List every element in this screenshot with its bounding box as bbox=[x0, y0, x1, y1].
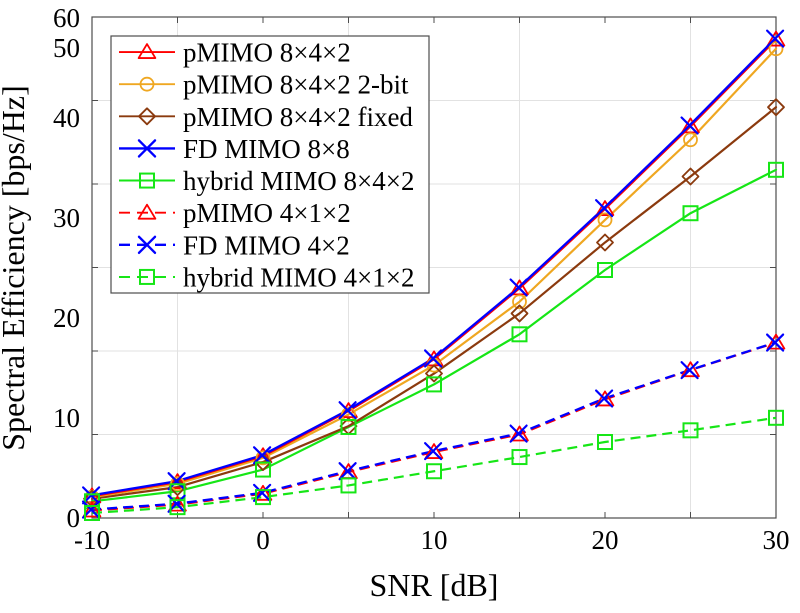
svg-text:SNR [dB]: SNR [dB] bbox=[370, 567, 499, 603]
svg-text:10: 10 bbox=[53, 403, 80, 433]
svg-text:0: 0 bbox=[256, 525, 270, 555]
svg-text:50: 50 bbox=[53, 33, 80, 63]
svg-text:FD MIMO 8×8: FD MIMO 8×8 bbox=[183, 134, 350, 164]
svg-text:hybrid MIMO 4×1×2: hybrid MIMO 4×1×2 bbox=[183, 262, 414, 292]
svg-text:20: 20 bbox=[53, 303, 80, 333]
svg-text:pMIMO 4×1×2: pMIMO 4×1×2 bbox=[183, 198, 351, 228]
svg-text:hybrid MIMO 8×4×2: hybrid MIMO 8×4×2 bbox=[183, 166, 414, 196]
svg-text:Spectral Efficiency [bps/Hz]: Spectral Efficiency [bps/Hz] bbox=[0, 85, 31, 450]
svg-text:FD MIMO 4×2: FD MIMO 4×2 bbox=[183, 230, 350, 260]
svg-text:20: 20 bbox=[592, 525, 619, 555]
svg-text:pMIMO 8×4×2: pMIMO 8×4×2 bbox=[183, 38, 351, 68]
svg-text:60: 60 bbox=[53, 3, 80, 33]
svg-text:pMIMO 8×4×2 fixed: pMIMO 8×4×2 fixed bbox=[183, 102, 413, 132]
svg-text:10: 10 bbox=[421, 525, 448, 555]
svg-text:40: 40 bbox=[53, 103, 80, 133]
svg-text:0: 0 bbox=[67, 503, 81, 533]
svg-text:pMIMO 8×4×2 2-bit: pMIMO 8×4×2 2-bit bbox=[183, 70, 409, 100]
svg-text:30: 30 bbox=[53, 203, 80, 233]
svg-text:30: 30 bbox=[763, 525, 790, 555]
